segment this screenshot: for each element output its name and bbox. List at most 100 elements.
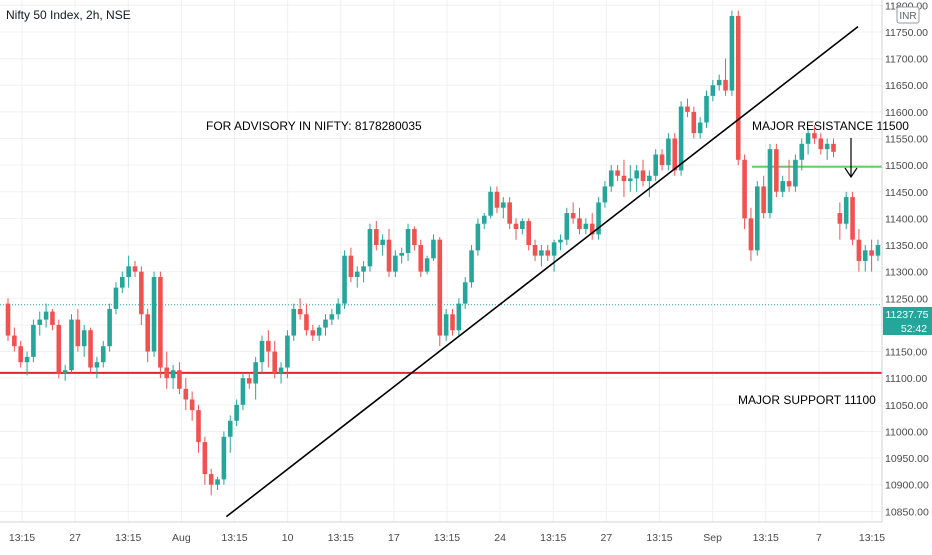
last-price-label: 11237.75 bbox=[885, 309, 928, 321]
candle-body bbox=[469, 250, 474, 283]
x-tick-label: 27 bbox=[601, 532, 613, 544]
y-tick-label: 10950.00 bbox=[885, 453, 929, 465]
candle bbox=[729, 10, 735, 96]
candle bbox=[526, 218, 531, 251]
candle bbox=[354, 266, 360, 288]
candle bbox=[716, 74, 722, 91]
candle bbox=[843, 191, 849, 230]
y-tick-label: 10900.00 bbox=[885, 480, 929, 492]
candle bbox=[875, 239, 881, 261]
candle bbox=[589, 213, 595, 240]
candle-body bbox=[678, 106, 684, 171]
candle-body bbox=[570, 213, 576, 219]
candle-body bbox=[729, 15, 735, 91]
candle bbox=[456, 298, 462, 336]
candle-body bbox=[5, 303, 11, 336]
candle bbox=[710, 79, 716, 102]
x-tick-label: 13:15 bbox=[434, 532, 460, 544]
candle bbox=[831, 138, 836, 158]
candle bbox=[380, 234, 385, 256]
candle-body bbox=[716, 79, 722, 86]
candle bbox=[780, 175, 785, 198]
candle-body bbox=[393, 255, 398, 272]
x-tick-label: 13:15 bbox=[859, 532, 885, 544]
candle-body bbox=[221, 436, 227, 480]
candle-body bbox=[266, 340, 271, 352]
candle-body bbox=[634, 170, 639, 179]
candle-body bbox=[653, 154, 658, 176]
candle bbox=[469, 245, 474, 288]
candle-body bbox=[196, 410, 201, 443]
y-tick-label: 11350.00 bbox=[885, 240, 928, 252]
candle-body bbox=[507, 202, 512, 224]
candle-body bbox=[424, 258, 430, 272]
candle bbox=[551, 239, 557, 272]
candle bbox=[621, 159, 627, 198]
candle bbox=[329, 308, 335, 325]
candle-body bbox=[50, 311, 55, 325]
candle-body bbox=[431, 239, 436, 259]
x-tick-label: 13:15 bbox=[115, 532, 141, 544]
countdown-label: 52:42 bbox=[901, 323, 927, 335]
candle-body bbox=[227, 420, 233, 437]
candle-body bbox=[481, 215, 487, 224]
candle bbox=[158, 271, 163, 379]
candle-body bbox=[577, 218, 582, 230]
x-tick-label: 13:15 bbox=[540, 532, 566, 544]
candle bbox=[272, 340, 277, 379]
advisory-annotation: FOR ADVISORY IN NIFTY: 8178280035 bbox=[206, 119, 422, 133]
candle bbox=[723, 58, 728, 96]
candle-body bbox=[158, 276, 163, 368]
candle bbox=[342, 250, 347, 309]
candle-body bbox=[285, 335, 290, 368]
candle-body bbox=[31, 324, 36, 357]
candle-body bbox=[532, 245, 538, 256]
candle-body bbox=[780, 181, 785, 192]
candle-body bbox=[88, 330, 93, 368]
candle-body bbox=[640, 170, 646, 182]
candle-body bbox=[329, 314, 335, 320]
candle-body bbox=[291, 308, 297, 336]
x-tick-label: 24 bbox=[494, 532, 506, 544]
candle bbox=[685, 98, 690, 118]
candle bbox=[583, 218, 589, 235]
candle-body bbox=[818, 138, 824, 150]
candle-body bbox=[862, 250, 868, 261]
candle bbox=[177, 362, 182, 395]
candle bbox=[697, 117, 703, 139]
candle-body bbox=[793, 159, 798, 187]
candle-body bbox=[69, 319, 74, 371]
candle bbox=[189, 391, 195, 421]
candle-body bbox=[869, 250, 874, 256]
candle-body bbox=[704, 95, 709, 123]
candle bbox=[100, 340, 106, 368]
candle bbox=[139, 266, 144, 325]
candle-body bbox=[240, 378, 246, 405]
candle bbox=[278, 362, 284, 384]
candle-body bbox=[805, 133, 811, 144]
candle-body bbox=[501, 202, 506, 208]
candle bbox=[634, 165, 639, 192]
candle bbox=[856, 229, 862, 272]
candle-body bbox=[850, 197, 855, 240]
x-tick-label: 7 bbox=[816, 532, 822, 544]
candle bbox=[691, 106, 697, 139]
candle-body bbox=[151, 276, 157, 352]
candle bbox=[615, 165, 620, 182]
x-tick-label: 27 bbox=[69, 532, 81, 544]
candle bbox=[304, 303, 309, 336]
currency-badge[interactable]: INR bbox=[896, 6, 920, 24]
candle-body bbox=[361, 266, 366, 272]
y-tick-label: 11050.00 bbox=[885, 400, 928, 412]
y-tick-label: 11750.00 bbox=[885, 27, 928, 39]
candle-body bbox=[824, 143, 830, 150]
candle bbox=[862, 245, 868, 272]
candle bbox=[812, 125, 817, 144]
candle-body bbox=[348, 255, 354, 277]
candle-body bbox=[488, 191, 493, 216]
x-tick-label: 17 bbox=[388, 532, 400, 544]
candle bbox=[628, 165, 633, 192]
currency-badge-box bbox=[896, 6, 920, 24]
candle-body bbox=[386, 239, 392, 272]
